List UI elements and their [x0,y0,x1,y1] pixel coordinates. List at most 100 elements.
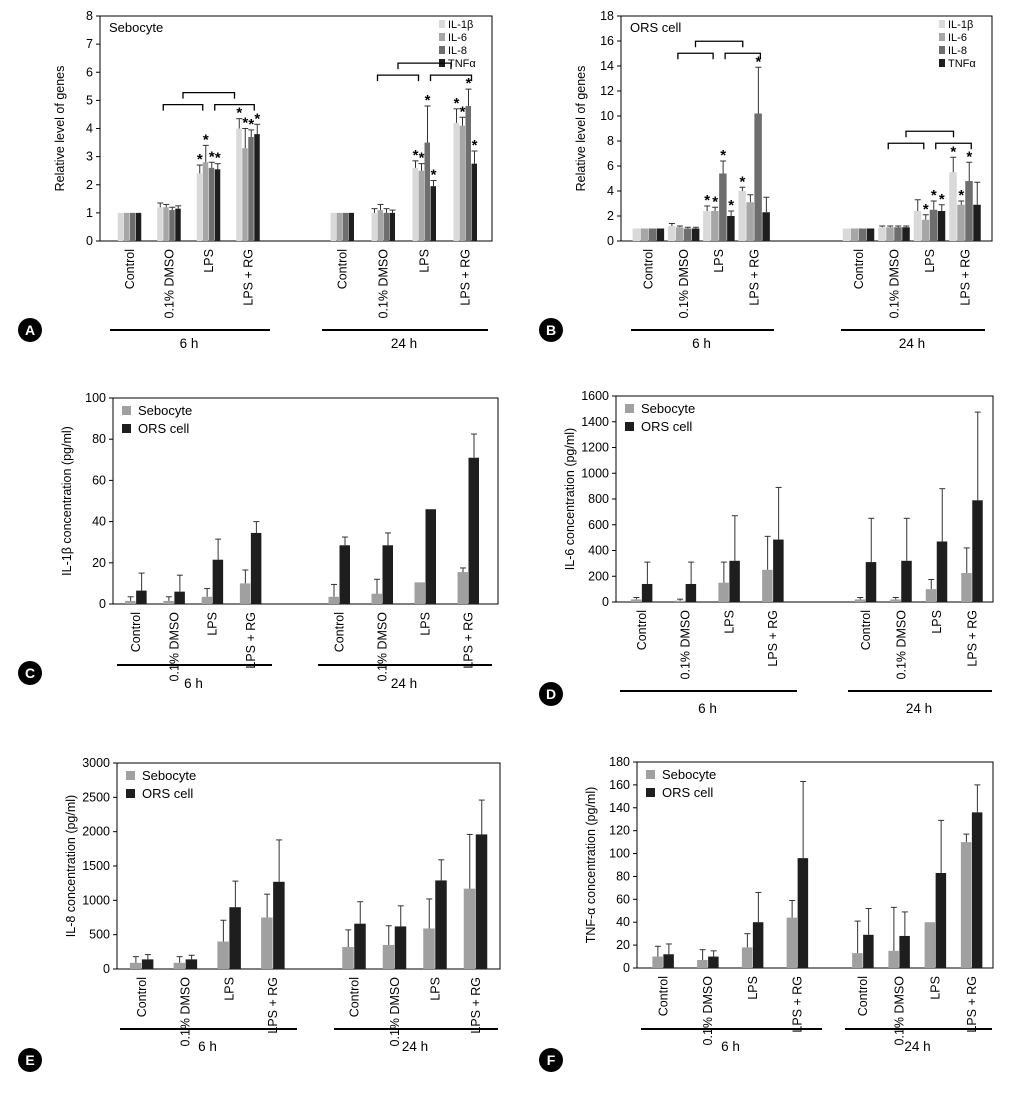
panel-badge [18,661,42,685]
y-tick-label: 16 [600,34,614,48]
legend-label: Sebocyte [142,768,196,783]
category-label: Control [336,249,350,289]
significance-star: * [413,147,419,164]
legend-label: TNFα [448,58,476,70]
significance-bracket [162,104,204,111]
bar-il-6 [459,125,465,241]
time-group-label: 6 h [721,1039,740,1054]
y-tick-label: 0 [607,234,614,248]
y-tick-label: 120 [609,824,630,838]
bar-il-6 [336,212,342,241]
bar-il-8 [169,210,175,241]
chart-panel-c: 0 20 40 60 80 100 IL-1β concentration (pg/ml) S… [18,391,499,691]
chart-panel-a: 0 1 2 3 4 5 6 7 8 Relative level of genes Sebocyte… [18,9,493,351]
bar-il-8 [754,113,762,241]
bar-il-1- [878,227,886,241]
y-tick-label: 2000 [82,825,110,839]
legend-label: IL-6 [948,32,967,44]
bar-ors-cell [174,591,185,604]
legend-swatch [439,33,445,41]
category-label: LPS + RG [965,610,979,667]
bar-il-8 [894,227,902,241]
y-tick-label: 3 [86,150,93,164]
legend-label: Sebocyte [138,403,192,418]
significance-star: * [242,115,248,132]
category-label: 0.1% DMSO [892,976,906,1046]
bar-sebocyte [163,600,174,604]
bar-il-1- [371,212,377,241]
bar-ors-cell [468,457,479,604]
y-tick-label: 40 [616,915,630,929]
category-label: 0.1% DMSO [894,610,908,680]
category-label: Control [852,249,866,289]
significance-bracket [376,74,420,82]
panel-letter: B [546,322,556,338]
y-tick-label: 60 [616,892,630,906]
significance-star: * [966,148,972,165]
bar-sebocyte [960,842,972,968]
bar-il-1- [453,122,459,241]
category-label: LPS + RG [791,976,805,1033]
y-tick-label: 1600 [581,389,609,403]
bar-il-1- [703,211,711,241]
bar-sebocyte [342,947,354,969]
bar-il-1- [117,212,124,241]
legend-swatch [126,771,135,780]
bar-ors-cell [773,539,784,602]
bar-ors-cell [185,959,198,969]
bar-sebocyte [888,950,899,968]
significance-star: * [236,105,242,122]
category-label: LPS [929,976,943,1000]
panel-letter: D [546,686,556,702]
y-tick-label: 100 [609,847,630,861]
bar-sebocyte [924,922,936,968]
bar-sebocyte [890,599,901,602]
bar-il-8 [129,212,136,241]
bar-sebocyte [261,917,273,969]
category-label: 0.1% DMSO [887,249,901,319]
legend-label: IL-1β [448,19,473,31]
category-label: Control [347,977,361,1017]
legend-swatch [939,46,945,54]
significance-bracket [905,130,955,138]
bar-il-8 [648,228,657,241]
y-tick-label: 0 [99,597,106,611]
y-tick-label: 6 [607,159,614,173]
y-tick-label: 200 [588,569,609,583]
bar-il-6 [675,227,684,241]
y-tick-label: 0 [103,962,110,976]
bar-il-8 [208,167,215,241]
bar-tnf- [902,227,910,241]
y-tick-label: 4 [86,122,93,136]
bar-ors-cell [382,545,393,604]
bar-ors-cell [685,583,697,602]
plot-frame [112,397,499,605]
bar-il-8 [858,228,867,241]
bar-sebocyte [457,572,468,604]
panel-badge [18,318,42,342]
y-axis-label: IL-8 concentration (pg/ml) [64,795,78,937]
significance-star: * [923,201,929,218]
category-label: 0.1% DMSO [701,976,715,1046]
bar-il-8 [683,228,692,241]
category-label: LPS [923,249,937,273]
bar-il-6 [886,227,894,241]
panel-letter: E [25,1052,34,1068]
bar-sebocyte [854,599,866,602]
significance-star: * [454,95,460,112]
y-tick-label: 80 [92,432,106,446]
category-label: LPS + RG [766,610,780,667]
bar-ors-cell [425,509,436,604]
category-label: LPS [722,610,736,634]
bar-tnf- [727,216,735,241]
bar-ors-cell [229,907,241,969]
bar-sebocyte [382,944,395,969]
category-label: LPS + RG [266,977,280,1034]
bar-il-8 [383,212,389,241]
bar-ors-cell [435,880,447,969]
chart-panel-e: 0 500 1000 1500 2000 2500 3000 IL-8 concentrati… [18,756,501,1072]
legend-swatch [646,788,655,797]
bar-il-6 [202,162,209,241]
category-label: LPS + RG [469,977,483,1034]
bar-il-1- [667,226,676,241]
